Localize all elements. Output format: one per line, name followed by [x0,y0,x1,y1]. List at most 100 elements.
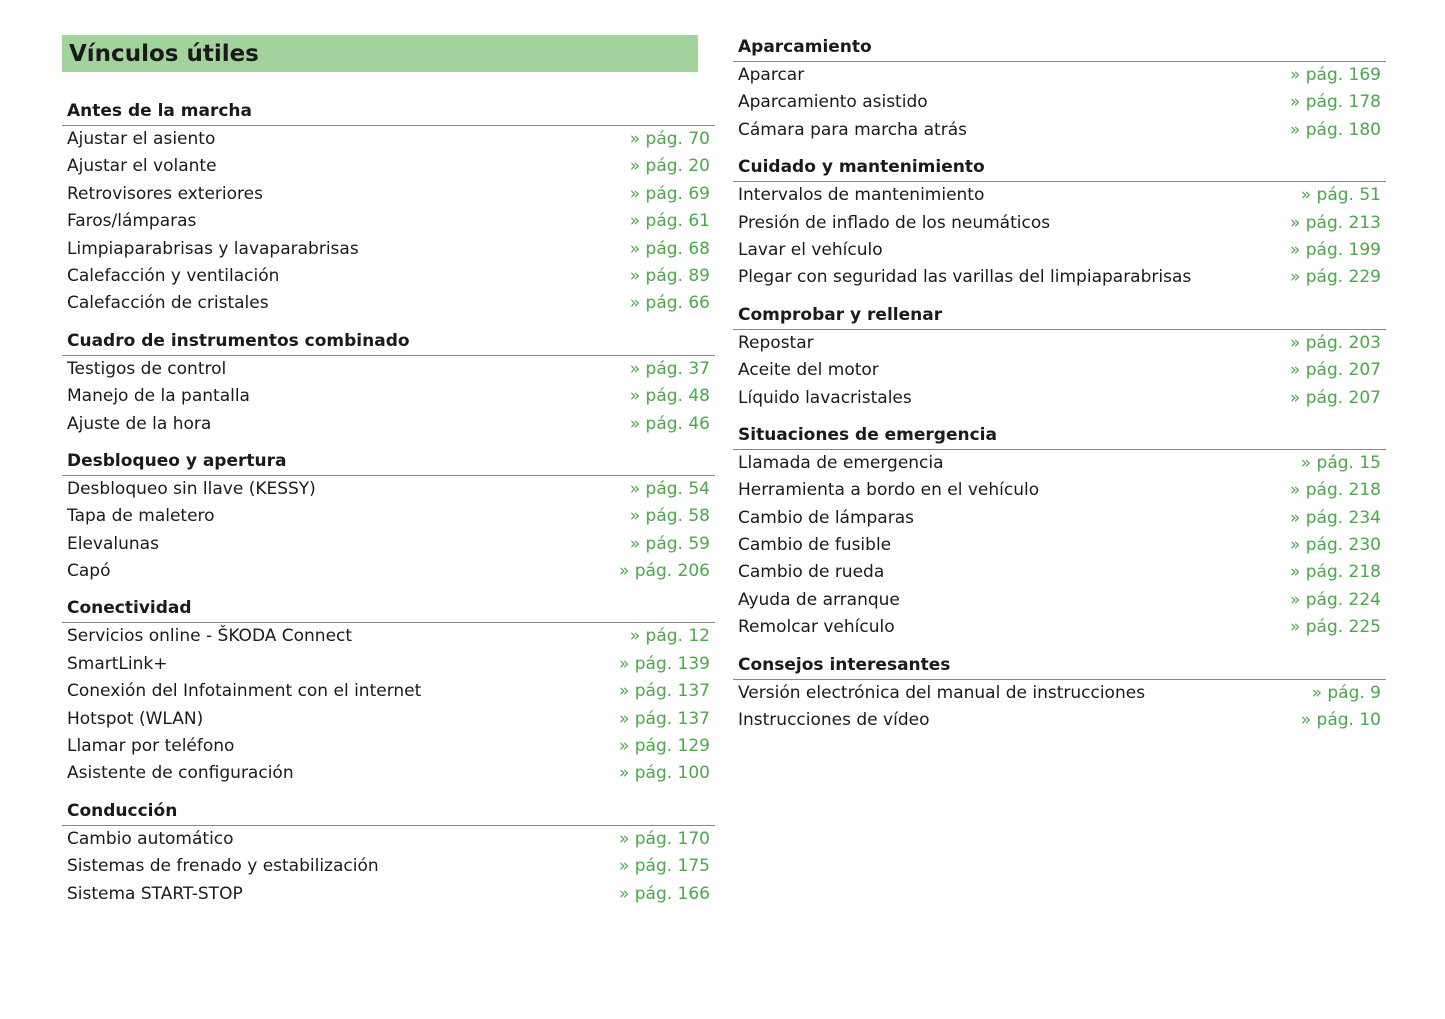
link-row[interactable]: Cambio de fusible » pág. 230 [733,532,1386,559]
page-link[interactable]: » pág. 68 [629,238,710,259]
link-row[interactable]: Hotspot (WLAN) » pág. 137 [62,706,715,733]
page-link[interactable]: » pág. 137 [618,708,710,729]
link-row[interactable]: Llamada de emergencia » pág. 15 [733,450,1386,477]
link-label: Desbloqueo sin llave (KESSY) [67,478,316,499]
page-link[interactable]: » pág. 51 [1300,185,1381,206]
page-link[interactable]: » pág. 9 [1311,682,1381,703]
link-row[interactable]: Retrovisores exteriores » pág. 69 [62,181,715,208]
link-row[interactable]: Ajuste de la hora » pág. 46 [62,411,715,438]
link-row[interactable]: Manejo de la pantalla » pág. 48 [62,383,715,410]
link-label: Capó [67,561,111,582]
link-label: Asistente de configuración [67,763,294,784]
link-label: Llamada de emergencia [738,452,944,473]
link-row[interactable]: Herramienta a bordo en el vehículo » pág.… [733,477,1386,504]
link-row[interactable]: Cambio de lámparas » pág. 234 [733,505,1386,532]
link-row[interactable]: Elevalunas » pág. 59 [62,531,715,558]
left-column: Vínculos útiles Antes de la marcha Ajusta… [62,35,715,918]
page-link[interactable]: » pág. 218 [1289,562,1381,583]
link-row[interactable]: Instrucciones de vídeo » pág. 10 [733,707,1386,734]
link-row[interactable]: Aparcamiento asistido » pág. 178 [733,89,1386,116]
page-link[interactable]: » pág. 69 [629,183,710,204]
page-link[interactable]: » pág. 225 [1289,617,1381,638]
page-link[interactable]: » pág. 37 [629,358,710,379]
page-link[interactable]: » pág. 66 [629,293,710,314]
link-row[interactable]: SmartLink+ » pág. 139 [62,651,715,678]
page-link[interactable]: » pág. 224 [1289,589,1381,610]
page-link[interactable]: » pág. 166 [618,883,710,904]
link-label: Intervalos de mantenimiento [738,185,985,206]
link-row[interactable]: Repostar » pág. 203 [733,330,1386,357]
page-link[interactable]: » pág. 48 [629,386,710,407]
link-row[interactable]: Desbloqueo sin llave (KESSY) » pág. 54 [62,476,715,503]
page-link[interactable]: » pág. 15 [1300,452,1381,473]
page-link[interactable]: » pág. 169 [1289,65,1381,85]
link-label: Remolcar vehículo [738,617,895,638]
link-label: Manejo de la pantalla [67,386,250,407]
link-row[interactable]: Cambio de rueda » pág. 218 [733,559,1386,586]
page-link[interactable]: » pág. 70 [629,129,710,149]
section-heading: Cuadro de instrumentos combinado [62,328,715,356]
link-row[interactable]: Sistemas de frenado y estabilización » pá… [62,853,715,880]
link-row[interactable]: Remolcar vehículo » pág. 225 [733,614,1386,641]
page-link[interactable]: » pág. 180 [1289,119,1381,140]
page-link[interactable]: » pág. 175 [618,856,710,877]
page-link[interactable]: » pág. 229 [1289,267,1381,288]
page-link[interactable]: » pág. 59 [629,533,710,554]
page-link[interactable]: » pág. 139 [618,653,710,674]
link-row[interactable]: Aceite del motor » pág. 207 [733,357,1386,384]
link-row[interactable]: Intervalos de mantenimiento » pág. 51 [733,182,1386,209]
link-row[interactable]: Aparcar » pág. 169 [733,62,1386,89]
link-row[interactable]: Asistente de configuración » pág. 100 [62,760,715,787]
link-row[interactable]: Llamar por teléfono » pág. 129 [62,733,715,760]
link-row[interactable]: Tapa de maletero » pág. 58 [62,503,715,530]
link-row[interactable]: Limpiaparabrisas y lavaparabrisas » pág. … [62,236,715,263]
page-link[interactable]: » pág. 178 [1289,92,1381,113]
link-row[interactable]: Plegar con seguridad las varillas del li… [733,264,1386,291]
page-link[interactable]: » pág. 10 [1300,710,1381,731]
page-link[interactable]: » pág. 199 [1289,239,1381,260]
page-link[interactable]: » pág. 218 [1289,480,1381,501]
link-row[interactable]: Ajustar el volante » pág. 20 [62,153,715,180]
page-link[interactable]: » pág. 61 [629,211,710,232]
page-link[interactable]: » pág. 213 [1289,212,1381,233]
link-row[interactable]: Testigos de control » pág. 37 [62,356,715,383]
link-row[interactable]: Ayuda de arranque » pág. 224 [733,587,1386,614]
page-link[interactable]: » pág. 203 [1289,332,1381,353]
page-link[interactable]: » pág. 129 [618,736,710,757]
link-label: Lavar el vehículo [738,239,883,260]
page-link[interactable]: » pág. 46 [629,413,710,434]
page-link[interactable]: » pág. 206 [618,561,710,582]
section: Desbloqueo y apertura Desbloqueo sin llav… [62,448,715,586]
link-row[interactable]: Capó » pág. 206 [62,558,715,585]
link-row[interactable]: Calefacción de cristales » pág. 66 [62,290,715,317]
link-row[interactable]: Líquido lavacristales » pág. 207 [733,385,1386,412]
page-link[interactable]: » pág. 54 [629,478,710,499]
link-row[interactable]: Sistema START-STOP » pág. 166 [62,881,715,908]
link-row[interactable]: Cámara para marcha atrás » pág. 180 [733,117,1386,144]
link-label: SmartLink+ [67,653,168,674]
link-row[interactable]: Presión de inflado de los neumáticos » pá… [733,210,1386,237]
page-link[interactable]: » pág. 100 [618,763,710,784]
page-link[interactable]: » pág. 207 [1289,360,1381,381]
link-row[interactable]: Versión electrónica del manual de instru… [733,680,1386,707]
link-label: Repostar [738,332,814,353]
link-row[interactable]: Cambio automático » pág. 170 [62,826,715,853]
page-link[interactable]: » pág. 20 [629,156,710,177]
page-link[interactable]: » pág. 89 [629,265,710,286]
page-link[interactable]: » pág. 12 [629,626,710,647]
page-link[interactable]: » pág. 58 [629,506,710,527]
link-label: Instrucciones de vídeo [738,710,930,731]
page-link[interactable]: » pág. 207 [1289,387,1381,408]
link-row[interactable]: Servicios online - ŠKODA Connect » pág. 1… [62,623,715,650]
link-row[interactable]: Lavar el vehículo » pág. 199 [733,237,1386,264]
link-row[interactable]: Calefacción y ventilación » pág. 89 [62,263,715,290]
page-link[interactable]: » pág. 230 [1289,535,1381,556]
page-link[interactable]: » pág. 137 [618,681,710,702]
link-label: Aceite del motor [738,360,879,381]
page-link[interactable]: » pág. 234 [1289,507,1381,528]
link-label: Herramienta a bordo en el vehículo [738,480,1040,501]
link-row[interactable]: Faros/lámparas » pág. 61 [62,208,715,235]
page-link[interactable]: » pág. 170 [618,828,710,849]
link-row[interactable]: Ajustar el asiento » pág. 70 [62,126,715,153]
link-row[interactable]: Conexión del Infotainment con el interne… [62,678,715,705]
